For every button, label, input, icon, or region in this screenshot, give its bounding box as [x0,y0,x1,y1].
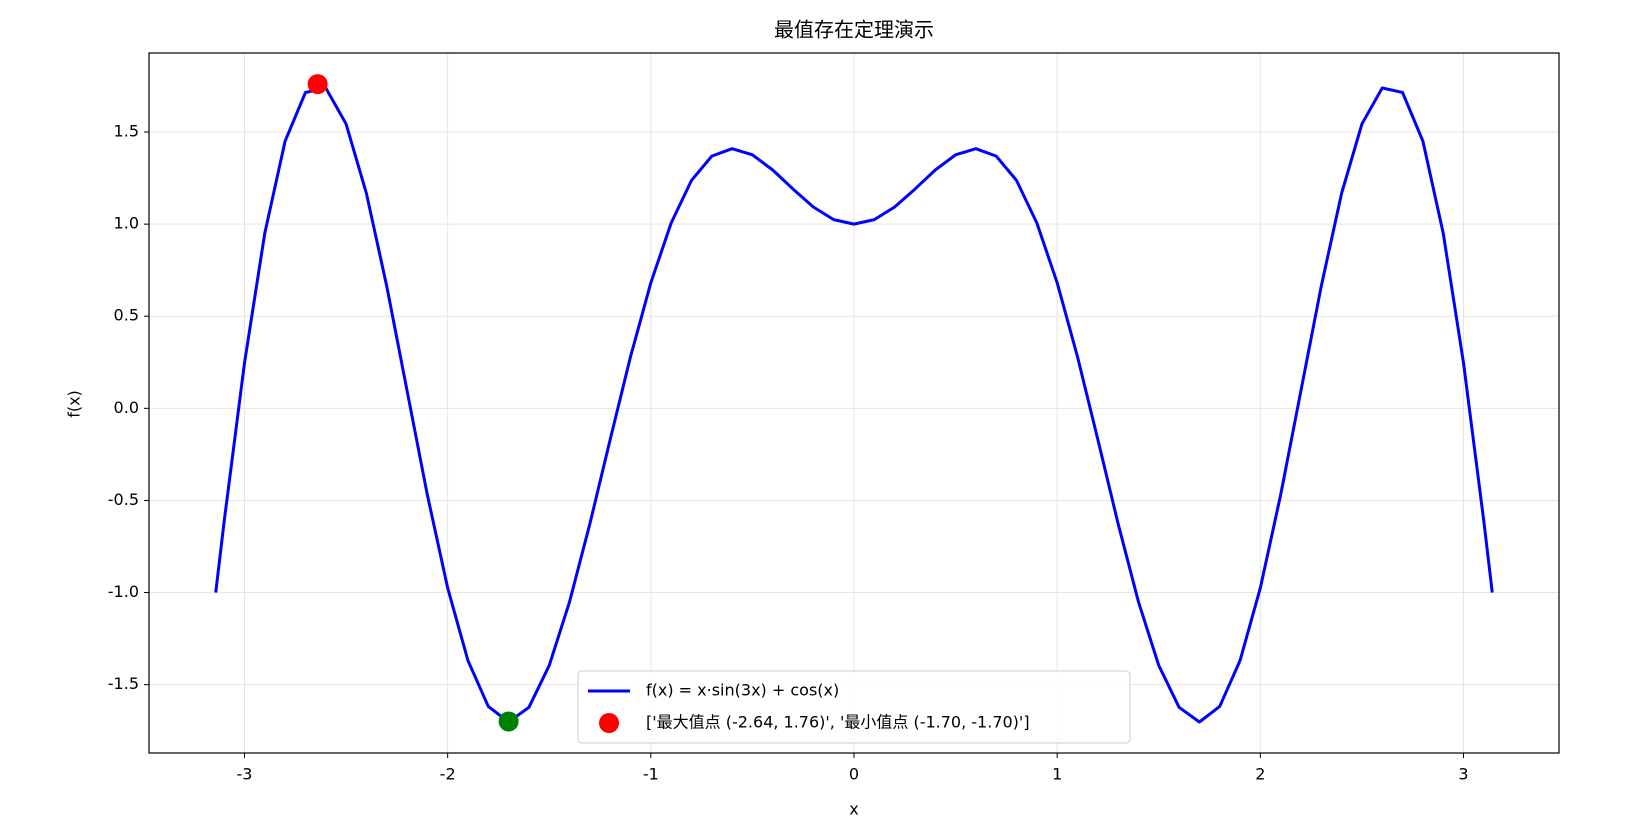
y-tick-label: -1.0 [108,582,139,601]
data-point [498,711,519,732]
y-tick-label: -1.5 [108,674,139,693]
y-tick-label: 1.0 [114,214,139,233]
legend-label: ['最大值点 (-2.64, 1.76)', '最小值点 (-1.70, -1.… [646,713,1030,732]
y-tick-label: -0.5 [108,490,139,509]
x-tick-label: 0 [849,765,859,784]
data-line [214,86,1494,724]
y-tick-label: 0.0 [114,398,139,417]
x-tick-label: -2 [440,765,456,784]
x-axis-label: x [849,800,858,819]
x-tick-label: 1 [1052,765,1062,784]
data-point [307,74,328,95]
legend-label: f(x) = x·sin(3x) + cos(x) [646,681,839,700]
chart-title: 最值存在定理演示 [774,18,934,42]
x-tick-label: 3 [1458,765,1468,784]
legend: f(x) = x·sin(3x) + cos(x) ['最大值点 (-2.64, … [577,670,1131,744]
legend-frame [577,670,1131,744]
y-tick-label: 1.5 [114,122,139,141]
y-tick-label: 0.5 [114,306,139,325]
x-tick-label: -1 [643,765,659,784]
legend-swatch [599,713,619,733]
y-axis-label: f(x) [65,390,84,418]
x-tick-label: 2 [1255,765,1265,784]
x-tick-label: -3 [237,765,253,784]
plot-frame [148,52,1560,754]
